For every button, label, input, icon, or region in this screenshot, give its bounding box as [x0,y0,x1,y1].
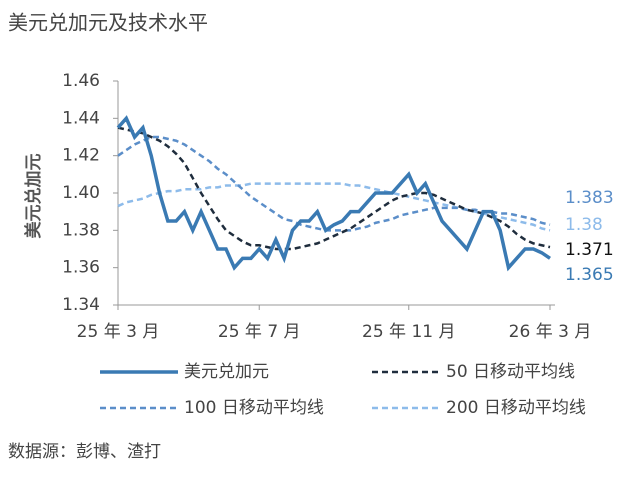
series-line [117,182,551,232]
x-tick-label: 26 年 3 月 [509,322,592,342]
y-tick-label: 1.38 [62,220,100,240]
series-line [117,135,551,232]
y-tick-label: 1.46 [62,71,100,91]
legend-label: 50 日移动平均线 [446,362,575,382]
y-tick-label: 1.36 [62,258,100,278]
end-label: 1.371 [565,240,614,260]
end-label: 1.38 [565,215,603,235]
legend-label: 200 日移动平均线 [446,398,586,418]
y-tick-label: 1.44 [62,108,100,128]
y-tick-label: 1.42 [62,146,100,166]
y-axis-label: 美元兑加元 [23,154,44,239]
legend-label: 美元兑加元 [184,362,269,382]
source: 数据源：彭博、渣打 [8,442,161,462]
end-label: 1.383 [565,188,614,208]
series-line [117,126,551,251]
end-label: 1.365 [565,265,614,285]
series-line [116,115,551,272]
x-tick-label: 25 年 3 月 [77,322,160,342]
legend-label: 100 日移动平均线 [184,398,324,418]
x-tick-label: 25 年 11 月 [362,322,455,342]
y-tick-label: 1.34 [62,295,100,315]
chart-title: 美元兑加元及技术水平 [8,11,208,35]
y-tick-label: 1.40 [62,183,100,203]
x-tick-label: 25 年 7 月 [218,322,301,342]
